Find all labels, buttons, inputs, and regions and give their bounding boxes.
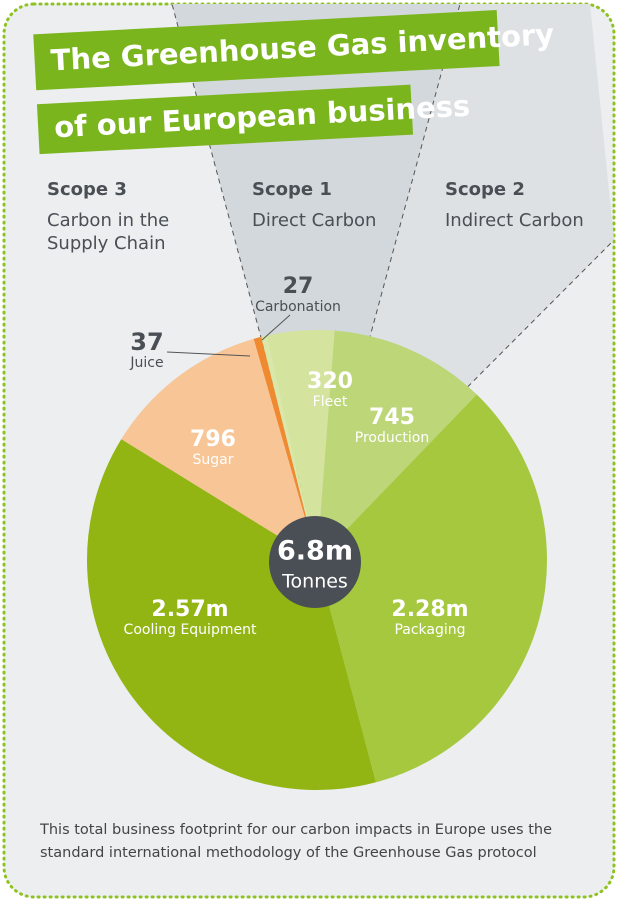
pie-slice — [261, 335, 317, 560]
slice-category-label: Sugar — [193, 452, 234, 468]
slice-category-label: Carbonation — [255, 299, 341, 315]
scope-description: Indirect Carbon — [445, 210, 584, 231]
scope-description: Direct Carbon — [252, 210, 376, 231]
slice-value-label: 27 — [283, 274, 314, 299]
footnote: This total business footprint for our ca… — [39, 822, 552, 838]
footnote: standard international methodology of th… — [40, 845, 537, 861]
pie-slice — [266, 330, 335, 560]
title-box — [33, 10, 500, 91]
title-box — [36, 84, 414, 155]
pie-slice — [121, 338, 317, 560]
pie-slice — [253, 336, 317, 560]
scope-description: Carbon in the — [47, 210, 169, 231]
scope-name: Scope 3 — [47, 179, 127, 200]
slice-value-label: 745 — [369, 405, 415, 430]
leader-line — [166, 351, 251, 357]
slice-category-label: Packaging — [394, 622, 465, 638]
slice-category-label: Fleet — [313, 394, 348, 410]
slice-category-label: Cooling Equipment — [124, 622, 257, 638]
total-label: 6.8m — [277, 536, 353, 567]
slice-value-label: 2.57m — [151, 597, 228, 622]
total-unit: Tonnes — [281, 571, 348, 593]
pie-slice — [317, 330, 477, 560]
slice-category-label: Juice — [129, 355, 163, 371]
slice-value-label: 2.28m — [391, 597, 468, 622]
total-circle — [269, 516, 361, 608]
leader-line — [261, 314, 291, 341]
scope-description: Supply Chain — [47, 233, 165, 254]
slice-value-label: 796 — [190, 427, 236, 452]
pie-slice — [317, 394, 547, 783]
scope-name: Scope 2 — [445, 179, 525, 200]
scope-name: Scope 1 — [252, 179, 332, 200]
pie-slice — [86, 439, 376, 791]
slice-value-label: 320 — [307, 369, 353, 394]
slice-value-label: 37 — [130, 328, 163, 356]
slice-category-label: Production — [355, 430, 429, 446]
